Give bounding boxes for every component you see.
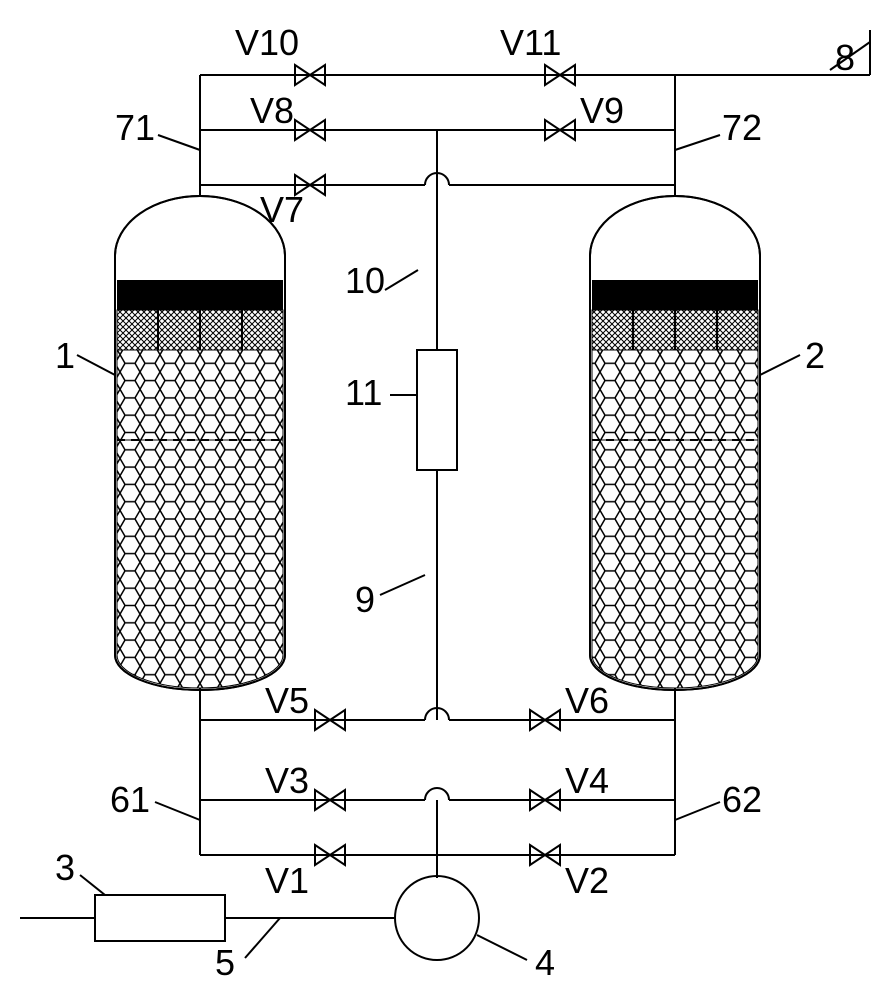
label-v3: V3 (265, 760, 309, 801)
callout-11: 11 (345, 372, 382, 413)
callout-72: 72 (722, 107, 762, 148)
callout-3: 3 (55, 847, 75, 888)
component-11 (417, 350, 457, 470)
callout-9: 9 (355, 579, 375, 620)
component-4 (395, 876, 479, 960)
callout-2: 2 (805, 335, 825, 376)
label-v9: V9 (580, 90, 624, 131)
vessel-left-layer-top (117, 280, 283, 310)
callout-62: 62 (722, 779, 762, 820)
callout-8: 8 (835, 37, 855, 78)
label-v2: V2 (565, 860, 609, 901)
vessel-left-layer-hex2 (117, 440, 283, 688)
label-v5: V5 (265, 680, 309, 721)
callout-61: 61 (110, 779, 150, 820)
label-v11: V11 (500, 22, 561, 63)
vessel-right-layer-hex2 (592, 440, 758, 688)
callout-10: 10 (345, 260, 385, 301)
vessel-left-layer-hex1 (117, 350, 283, 440)
callout-5: 5 (215, 942, 235, 983)
label-v4: V4 (565, 760, 609, 801)
label-v8: V8 (250, 90, 294, 131)
vessel-right (590, 196, 760, 690)
callout-4: 4 (535, 942, 555, 983)
label-v10: V10 (235, 22, 299, 63)
vessel-right-layer-top (592, 280, 758, 310)
callout-71: 71 (115, 107, 155, 148)
vessel-left (115, 196, 285, 690)
label-v7: V7 (260, 189, 304, 230)
component-3 (95, 895, 225, 941)
callout-1: 1 (55, 335, 75, 376)
vessel-right-layer-hex1 (592, 350, 758, 440)
label-v6: V6 (565, 680, 609, 721)
label-v1: V1 (265, 860, 309, 901)
